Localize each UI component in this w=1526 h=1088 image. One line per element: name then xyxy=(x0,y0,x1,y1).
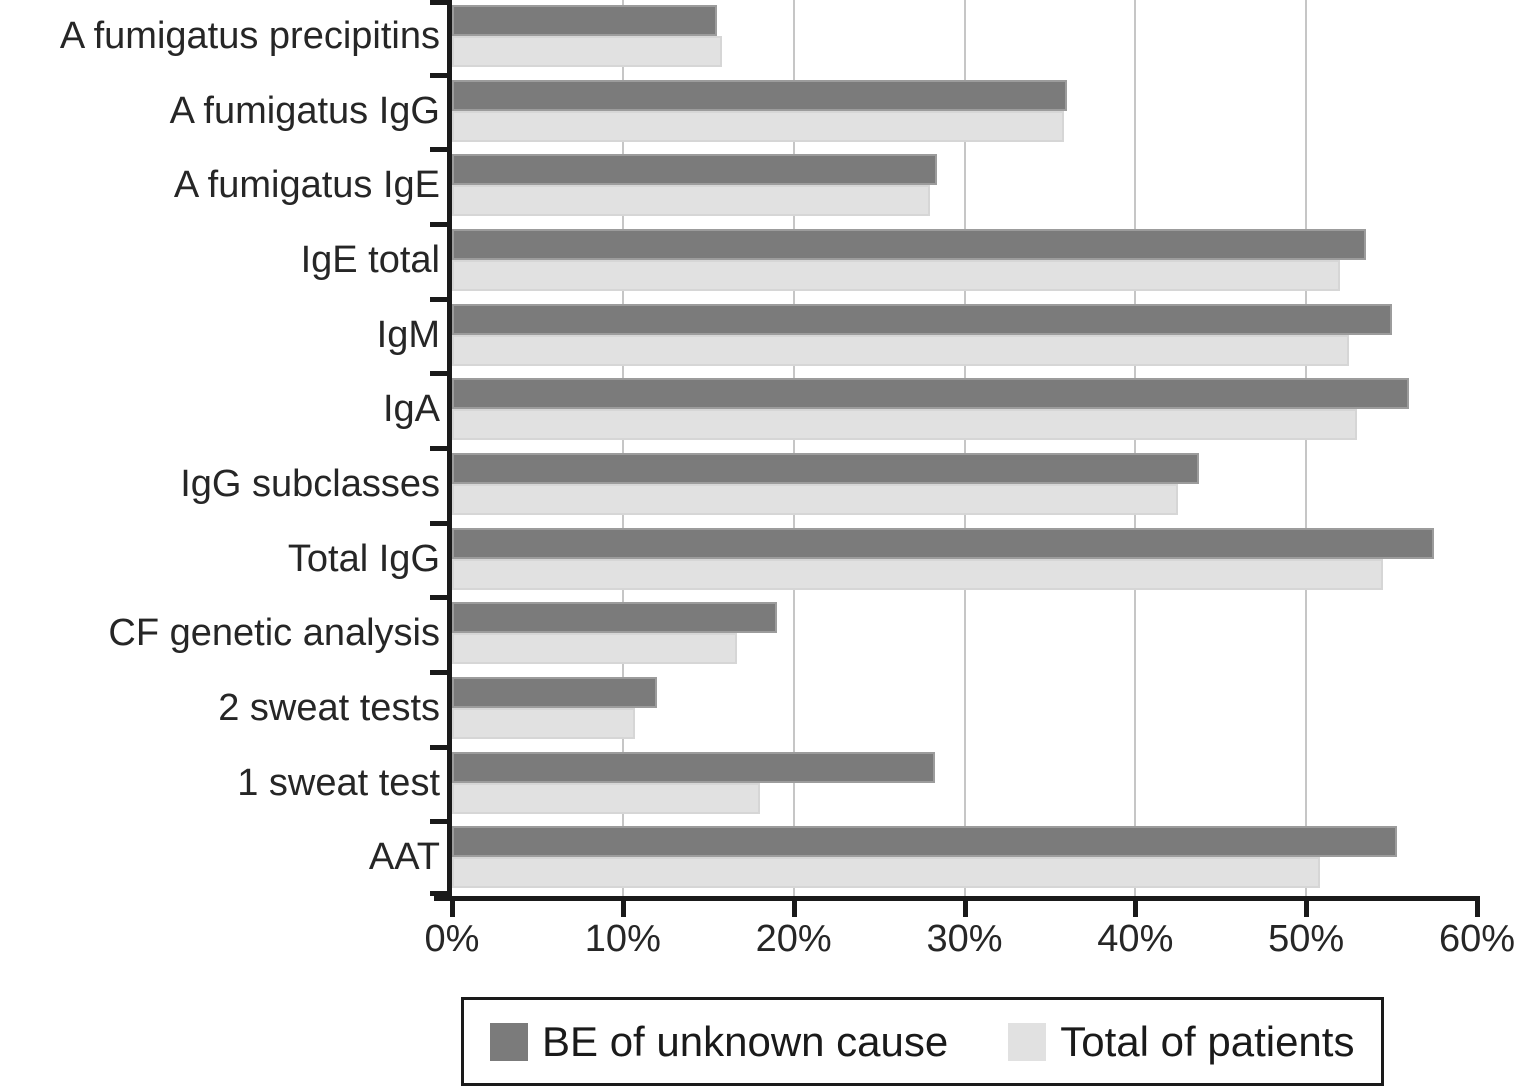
x-axis-tick xyxy=(1133,901,1139,917)
y-axis-tick xyxy=(430,891,447,896)
x-tick-label: 50% xyxy=(1268,918,1345,960)
bar-light xyxy=(452,185,931,217)
x-tick-label: 10% xyxy=(584,918,661,960)
y-axis-tick xyxy=(430,670,447,675)
x-tick-label: 60% xyxy=(1438,918,1516,960)
bar-dark xyxy=(452,751,936,783)
category-label: A fumigatus IgG xyxy=(169,89,440,132)
category-label: A fumigatus IgE xyxy=(173,164,440,207)
bar-dark xyxy=(452,602,777,634)
bar-light xyxy=(452,633,738,665)
x-axis-tick xyxy=(791,901,797,917)
x-axis-tick xyxy=(620,901,626,917)
category-label: IgM xyxy=(376,313,440,356)
bar-dark xyxy=(452,5,717,36)
bar-light xyxy=(452,36,722,67)
legend-label-total-patients: Total of patients xyxy=(1060,1017,1355,1065)
x-tick-label: 0% xyxy=(424,918,480,960)
gridline-50 xyxy=(1305,0,1308,896)
category-label: 1 sweat test xyxy=(237,761,440,804)
bar-light xyxy=(452,558,1384,590)
y-axis-tick xyxy=(430,371,447,377)
category-label: IgA xyxy=(382,388,440,431)
bar-light xyxy=(452,110,1064,142)
x-axis-line xyxy=(434,896,1480,901)
y-axis-tick xyxy=(430,446,447,451)
y-axis-line xyxy=(447,0,452,901)
bar-light xyxy=(452,782,760,814)
bar-light xyxy=(452,857,1320,889)
x-tick-label: 30% xyxy=(926,918,1003,960)
y-axis-tick xyxy=(430,744,447,750)
x-axis-tick xyxy=(1475,901,1480,917)
bar-dark xyxy=(452,154,938,186)
x-axis-tick xyxy=(962,901,968,917)
category-label: A fumigatus precipitins xyxy=(59,15,440,57)
x-axis-tick xyxy=(1304,901,1310,917)
category-label: 2 sweat tests xyxy=(218,687,440,729)
legend-swatch-be-unknown xyxy=(490,1022,528,1061)
x-tick-label: 40% xyxy=(1097,918,1174,960)
gridline-10 xyxy=(621,0,624,896)
bar-dark xyxy=(452,453,1199,484)
bar-light xyxy=(452,484,1179,515)
plot-area xyxy=(452,0,1477,896)
y-axis-tick xyxy=(430,595,447,601)
y-axis-tick xyxy=(430,147,447,153)
bar-dark xyxy=(452,229,1366,260)
bar-dark xyxy=(452,303,1392,335)
y-axis-tick xyxy=(430,296,447,302)
bar-dark xyxy=(452,826,1397,858)
legend: BE of unknown cause Total of patients xyxy=(461,997,1384,1086)
bar-light xyxy=(452,260,1341,291)
y-axis-tick xyxy=(430,520,447,526)
x-axis-tick xyxy=(450,901,455,917)
legend-swatch-total-patients xyxy=(1008,1022,1047,1061)
bar-dark xyxy=(452,527,1435,559)
bar-dark xyxy=(452,378,1409,410)
bar-light xyxy=(452,409,1358,441)
gridline-30 xyxy=(963,0,966,896)
y-axis-tick xyxy=(430,222,447,227)
y-axis-tick xyxy=(430,819,447,825)
y-axis-tick xyxy=(430,72,447,78)
bar-dark xyxy=(452,677,657,708)
bar-light xyxy=(452,334,1349,366)
legend-label-be-unknown: BE of unknown cause xyxy=(542,1017,949,1065)
y-axis-tick xyxy=(430,0,447,5)
category-label: Total IgG xyxy=(287,537,440,580)
category-label: IgG subclasses xyxy=(180,463,440,505)
category-label: AAT xyxy=(368,836,440,879)
category-label: IgE total xyxy=(300,239,440,281)
category-label: CF genetic analysis xyxy=(108,612,440,655)
gridline-20 xyxy=(792,0,795,896)
bar-light xyxy=(452,708,635,739)
bar-dark xyxy=(452,79,1067,111)
x-tick-label: 20% xyxy=(755,918,832,960)
gridline-40 xyxy=(1134,0,1137,896)
